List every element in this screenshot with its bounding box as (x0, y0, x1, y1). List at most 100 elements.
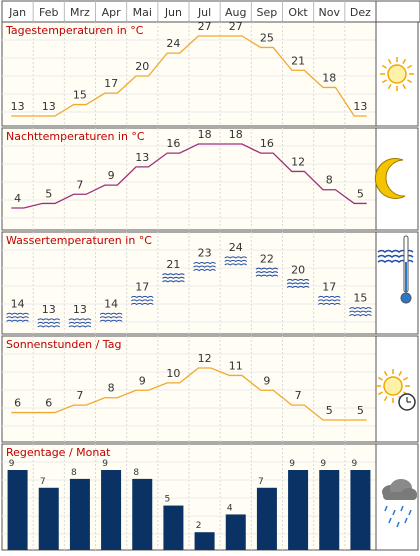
data-label: 17 (322, 280, 336, 293)
data-label: 15 (353, 292, 367, 305)
wave-mark (130, 295, 154, 299)
wave-mark (162, 273, 185, 276)
wave-mark (286, 278, 310, 282)
data-label: 18 (229, 128, 243, 141)
water-point: 21 (162, 258, 185, 283)
series-line (11, 35, 367, 117)
wave-mark (193, 262, 216, 265)
data-label: 27 (229, 20, 243, 33)
water-point: 24 (224, 241, 248, 266)
data-label: 18 (322, 71, 336, 84)
data-label: 11 (229, 359, 243, 372)
data-label: 17 (104, 77, 118, 90)
data-label: 7 (40, 477, 46, 487)
month-label: Aug (225, 6, 246, 19)
data-label: 5 (165, 495, 171, 505)
water-point: 22 (255, 252, 279, 277)
water-thermometer-icon (377, 235, 414, 304)
data-label: 15 (73, 89, 87, 102)
moon-icon (374, 157, 406, 199)
month-label: Apr (102, 6, 122, 19)
month-label: Feb (39, 6, 58, 19)
wave-mark (130, 302, 154, 306)
data-label: 7 (76, 389, 83, 402)
wave-mark (162, 276, 185, 280)
data-label: 13 (135, 151, 149, 164)
month-label: Jun (164, 6, 182, 19)
wave-mark (255, 267, 279, 270)
data-label: 13 (42, 100, 56, 113)
rain-bar (7, 470, 28, 550)
month-label: Jan (8, 6, 26, 19)
water-point: 20 (286, 264, 310, 289)
wave-mark (99, 316, 123, 319)
data-label: 8 (71, 468, 77, 478)
data-label: 8 (108, 382, 115, 395)
rain-bar (350, 470, 371, 550)
data-label: 5 (357, 404, 364, 417)
month-label: Okt (288, 6, 308, 19)
water-point: 13 (68, 303, 92, 328)
wave-mark (68, 318, 92, 321)
series-line (11, 143, 367, 209)
data-label: 9 (9, 459, 15, 469)
data-label: 4 (14, 192, 21, 205)
data-label: 9 (352, 459, 358, 469)
wave-mark (224, 256, 248, 259)
rain-bar (69, 478, 90, 550)
rain-bar (163, 505, 184, 550)
icon-cell (375, 231, 419, 335)
water-point: 14 (6, 297, 29, 323)
rain-bar (194, 532, 215, 550)
month-label: Mai (133, 6, 152, 19)
wave-mark (286, 285, 310, 289)
water-point: 15 (349, 292, 372, 317)
data-label: 12 (291, 155, 305, 168)
data-label: 14 (11, 297, 25, 310)
data-label: 9 (108, 169, 115, 182)
data-label: 5 (45, 187, 52, 200)
series-line (11, 367, 367, 421)
month-label: Dez (350, 6, 371, 19)
wave-mark (349, 310, 372, 313)
wave-mark (286, 282, 310, 285)
month-label: Nov (319, 6, 341, 19)
data-label: 9 (139, 374, 146, 387)
data-label: 24 (229, 241, 243, 254)
rain-bar (319, 470, 340, 550)
wave-mark (317, 302, 341, 306)
wave-mark (37, 321, 61, 325)
data-label: 13 (73, 303, 87, 316)
wave-mark (317, 295, 341, 299)
data-label: 21 (166, 258, 180, 271)
rain-bar (256, 487, 277, 550)
rain-bar (38, 487, 59, 550)
data-label: 16 (260, 137, 274, 150)
sun-icon (380, 57, 414, 91)
chart-title: Sonnenstunden / Tag (6, 338, 121, 351)
wave-mark (193, 265, 216, 268)
data-label: 12 (198, 352, 212, 365)
wave-mark (317, 299, 341, 302)
rain-bar (101, 470, 122, 550)
wave-mark (162, 280, 185, 283)
data-label: 9 (263, 374, 270, 387)
wave-mark (68, 321, 92, 325)
wave-mark (224, 259, 248, 263)
month-label: Mrz (70, 6, 90, 19)
sun-clock-icon (376, 369, 410, 403)
wave-mark (255, 271, 279, 274)
data-label: 7 (295, 389, 302, 402)
data-label: 16 (166, 137, 180, 150)
wave-mark (130, 299, 154, 302)
wave-mark (99, 319, 123, 323)
chart-panel (1, 127, 377, 231)
data-label: 20 (291, 264, 305, 277)
wave-mark (37, 318, 61, 321)
data-label: 13 (11, 100, 25, 113)
chart-title: Tagestemperaturen in °C (5, 24, 144, 37)
wave-mark (255, 274, 279, 277)
data-label: 13 (42, 303, 56, 316)
data-label: 2 (196, 521, 202, 531)
